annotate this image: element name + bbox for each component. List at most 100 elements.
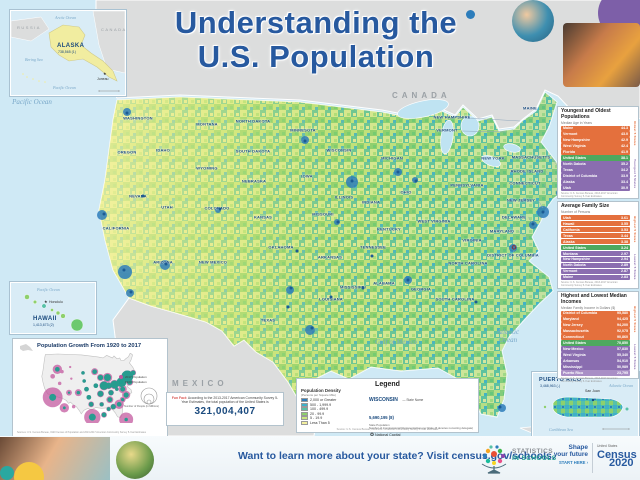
density-class-row: 100 - 499.9 xyxy=(301,407,363,412)
hawaii-stat-label: 1,413,673 (2) xyxy=(33,323,54,327)
stat-row: United States 3.24 xyxy=(561,244,630,251)
table-average-family-size: Average Family Size Number of Persons Ut… xyxy=(557,201,639,289)
census-logo-census: Census xyxy=(597,449,637,461)
footer-cta-text[interactable]: Want to learn more about your state? Vis… xyxy=(238,450,555,462)
map-legend: Legend Population Density (Persons per S… xyxy=(296,378,479,451)
city-dot xyxy=(129,290,133,294)
juneau-label: Juneau xyxy=(97,77,109,81)
state-label-washington: WASHINGTON xyxy=(123,115,153,121)
photo-teachers xyxy=(563,23,640,87)
vieques-island xyxy=(625,407,629,411)
table-rows: Utah 3.61 Hawaii 3.55 California 3.53 Texas 3.4… xyxy=(561,215,630,281)
stat-row-label: Texas xyxy=(563,167,573,172)
state-label-idaho: IDAHO xyxy=(156,147,170,153)
city-dot xyxy=(396,170,400,174)
legend-symbol-label: National Capital xyxy=(375,432,401,437)
mexico-label: MEXICO xyxy=(172,379,228,388)
side-label-lowest: Lowest 5 States xyxy=(633,254,637,280)
growth-source: Sources: U.S. Census Bureau, 1920 Census… xyxy=(17,431,146,434)
table-subtitle: Median Age in Years xyxy=(561,120,592,125)
scale-bar xyxy=(98,90,120,92)
state-label-utah: UTAH xyxy=(161,204,173,210)
stat-row: New Hampshire 2.94 xyxy=(561,256,630,263)
census-2020-logo: United States Census 2020 xyxy=(597,442,637,469)
state-label-arizona: ARIZONA xyxy=(153,259,173,265)
density-class-label: 2,000 or Greater xyxy=(310,398,337,402)
title-line-1: Understanding the xyxy=(174,5,458,40)
table-title: Average Family Size xyxy=(561,203,610,209)
state-label-nevada: NEVADA xyxy=(129,193,147,199)
growth-legend-row: 2017 Population xyxy=(119,375,164,379)
stat-row: Texas 34.2 xyxy=(561,167,630,173)
russia-label: RUSSIA xyxy=(17,25,41,30)
state-label-arkansas: ARKANSAS xyxy=(317,254,343,260)
san-juan-dot xyxy=(591,398,595,402)
mona-island xyxy=(543,405,547,409)
table-youngest-oldest-populations: Youngest and Oldest Populations Median A… xyxy=(557,106,639,199)
stat-row-value: 2.83 xyxy=(621,275,628,280)
stat-row-value: 2.97 xyxy=(621,251,628,256)
stat-row: Texas 3.44 xyxy=(561,232,630,239)
city-dot xyxy=(541,210,545,214)
density-class-label: 100 - 499.9 xyxy=(310,407,329,412)
stat-row: New Mexico 57,830 xyxy=(561,346,630,352)
atlantic-ocean-label-pr: Atlantic Ocean xyxy=(609,383,634,388)
side-label-oldest: Oldest 5 States xyxy=(633,121,637,146)
stat-row-value: 94,200 xyxy=(617,323,628,328)
stat-row-value: 3.44 xyxy=(621,233,628,238)
table-source: Source: U.S. Census Bureau, 2013-2017 Am… xyxy=(561,191,618,198)
stat-row-label: Montana xyxy=(563,251,578,256)
puerto-rico-name-label: PUERTO RICO xyxy=(539,377,582,383)
stat-row-label: Connecticut xyxy=(563,335,584,340)
census-logo-united-states: United States xyxy=(597,444,618,448)
total-population-number: 321,004,407 xyxy=(194,406,256,418)
stat-row: Montana 2.97 xyxy=(561,250,630,257)
example-callout-representatives: Number of Congressional Representatives … xyxy=(369,426,474,431)
puerto-rico-stat-label: 3,468,963 (-) xyxy=(540,384,561,388)
density-swatch xyxy=(301,407,308,412)
state-label-south-carolina: SOUTH CAROLINA xyxy=(435,296,475,302)
stat-row-label: North Dakota xyxy=(563,162,586,166)
state-label-indiana: INDIANA xyxy=(361,199,381,205)
alaska-mini-silhouette xyxy=(20,344,33,351)
atlantic-ocean-label: Atlantic Ocean xyxy=(496,328,520,344)
side-label-lowest: Lowest 5 States xyxy=(633,344,637,370)
bering-sea-label: Bering Sea xyxy=(25,57,43,62)
pacific-ocean-label-inset: Pacific Ocean xyxy=(53,85,76,90)
stat-row: California 3.53 xyxy=(561,226,630,233)
city-dot xyxy=(141,194,145,198)
state-label-pennsylvania: PENNSYLVANIA xyxy=(450,182,484,188)
state-label-new-york: NEW YORK xyxy=(481,155,505,161)
start-here-link[interactable]: START HERE › xyxy=(558,460,588,465)
fun-fact-label: Fun Fact: xyxy=(171,396,188,400)
stat-row-value: 2.87 xyxy=(621,269,628,274)
stat-row-value: 3.53 xyxy=(621,227,628,232)
density-swatch xyxy=(301,416,308,421)
callout-leader-lines xyxy=(461,117,561,253)
hawaiian-islands xyxy=(24,294,84,332)
stat-row: Connecticut 90,860 xyxy=(561,334,630,340)
city-dot xyxy=(310,326,314,330)
stat-row-label: Mississippi xyxy=(563,364,583,369)
side-label-highest: Highest 5 States xyxy=(633,216,637,243)
stat-row-value: 33.9 xyxy=(621,173,628,178)
stat-row: New Jersey 94,200 xyxy=(561,322,630,328)
stat-row-label: Vermont xyxy=(563,132,578,137)
stat-row-label: Puerto Rico xyxy=(563,370,584,375)
hawaii-inset-map xyxy=(24,294,84,332)
state-label-ohio: OHIO xyxy=(400,189,412,195)
growth-title: Population Growth From 1920 to 2017 xyxy=(37,343,142,349)
stat-row-label: New Mexico xyxy=(563,347,584,351)
stat-row: Vermont 43.0 xyxy=(561,131,630,137)
density-class-row: Less Than 5 xyxy=(301,420,363,425)
city-dot xyxy=(474,300,478,304)
stat-row: Puerto Rico 23,795 xyxy=(561,370,630,376)
stat-row-value: 42.9 xyxy=(621,138,628,143)
growth-legend-label: 1920 Population xyxy=(125,380,147,384)
state-capital-star-icon: ★ xyxy=(44,299,48,304)
canada-label-inset: CANADA xyxy=(101,27,127,32)
stat-row-label: United States xyxy=(563,341,586,346)
density-swatch xyxy=(301,420,308,425)
table-source: Source: U.S. Census Bureau, 2013-2017 Am… xyxy=(561,376,618,383)
